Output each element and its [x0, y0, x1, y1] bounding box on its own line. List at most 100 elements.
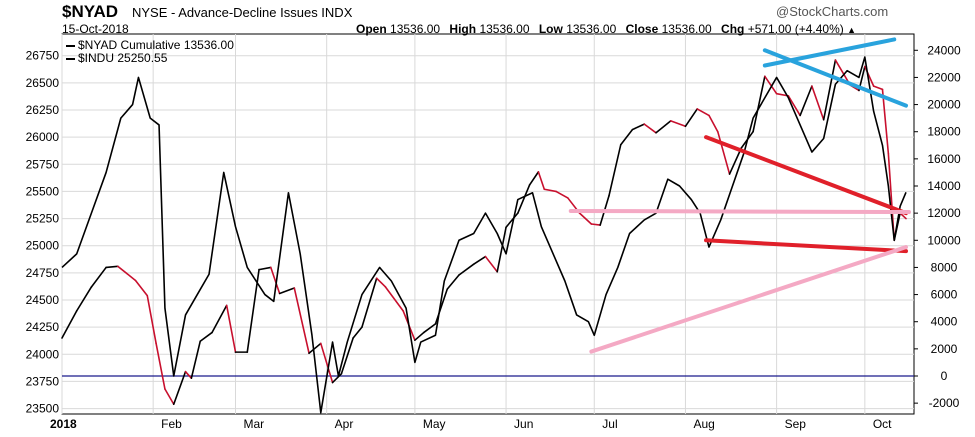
series-indu-segment — [293, 287, 310, 355]
series-indu-segment — [105, 265, 119, 269]
series-indu-segment — [684, 108, 699, 128]
series-indu-segment — [184, 370, 193, 379]
x-axis-tick-label: 2018 — [50, 417, 77, 431]
series-indu-segment — [631, 123, 646, 131]
left-axis-tick-label: 25500 — [26, 184, 60, 198]
left-axis-tick-label: 26250 — [26, 103, 60, 117]
series-indu-segment — [799, 85, 813, 117]
chg-up-arrow-icon: ▲ — [847, 25, 857, 35]
right-axis-tick-label: 18000 — [927, 125, 961, 139]
series-indu-segment — [752, 75, 766, 133]
ohlc-readout: Open 13536.00 High 13536.00 Low 13536.00… — [356, 22, 856, 36]
series-indu-segment — [434, 288, 449, 325]
series-indu-segment — [308, 342, 322, 355]
series-nyad-line — [61, 56, 907, 414]
open-value: 13536.00 — [390, 22, 441, 36]
legend-swatch-indu — [66, 57, 75, 60]
x-axis-tick-label: Oct — [873, 417, 892, 431]
x-axis-tick-label: Jun — [514, 417, 533, 431]
x-axis-tick-label: Feb — [161, 417, 182, 431]
x-axis-tick-label: May — [423, 417, 446, 431]
left-axis-tick-label: 26500 — [26, 76, 60, 90]
series-indu-segment — [340, 337, 354, 375]
series-indu-segment — [134, 279, 149, 297]
low-value: 13536.00 — [566, 22, 617, 36]
left-axis-tick-label: 24000 — [26, 347, 60, 361]
series-indu-segment — [117, 265, 137, 282]
series-indu-segment — [199, 331, 213, 343]
series-indu-segment — [669, 120, 687, 128]
brand-watermark: @StockCharts.com — [776, 4, 889, 19]
right-axis-tick-label: 8000 — [931, 260, 958, 274]
left-axis-tick-label: 26750 — [26, 49, 60, 63]
series-indu-segment — [446, 274, 460, 290]
left-axis-tick-label: 25000 — [26, 239, 60, 253]
x-axis-tick-label: Apr — [335, 417, 354, 431]
trendline-red — [704, 135, 908, 216]
series-indu-segment — [472, 255, 487, 265]
series-indu-segment — [375, 277, 387, 288]
series-indu-segment — [225, 304, 237, 353]
trendline-blue — [762, 48, 908, 108]
right-axis-tick-label: 22000 — [927, 70, 961, 84]
legend-label-nyad: $NYAD Cumulative 13536.00 — [78, 38, 234, 52]
series-indu-segment — [696, 108, 710, 117]
series-indu-segment — [61, 310, 78, 339]
series-indu-segment — [155, 342, 166, 390]
series-indu-segment — [384, 286, 404, 312]
right-axis-tick-label: 10000 — [927, 233, 961, 247]
series-indu-segment — [619, 128, 634, 146]
right-axis-tick-label: 14000 — [927, 179, 961, 193]
series-indu-segment — [190, 340, 202, 379]
series-indu-segment — [528, 171, 540, 186]
left-axis-tick-label: 23500 — [26, 402, 60, 416]
right-axis-tick-label: 2000 — [931, 342, 958, 356]
open-label: Open — [356, 22, 387, 36]
series-indu-segment — [608, 143, 622, 197]
series-indu-segment — [537, 171, 546, 191]
right-axis-tick-label: 4000 — [931, 315, 958, 329]
chart-exchange-title: NYSE - Advance-Decline Issues INDX — [132, 5, 353, 20]
right-axis-tick-label: 12000 — [927, 206, 961, 220]
legend-entry-nyad: $NYAD Cumulative 13536.00 — [66, 38, 234, 52]
x-axis-tick-label: Sep — [785, 417, 807, 431]
series-indu-segment — [361, 277, 378, 328]
series-indu-segment — [881, 88, 890, 155]
right-axis-tick-label: 16000 — [927, 152, 961, 166]
series-indu-segment — [578, 212, 593, 225]
series-indu-segment — [590, 223, 601, 226]
left-axis-tick-label: 25750 — [26, 157, 60, 171]
series-indu-segment — [331, 373, 343, 384]
chg-value: +571.00 (+4.40%) — [747, 22, 844, 36]
series-indu-segment — [708, 114, 719, 133]
series-indu-segment — [211, 304, 228, 334]
series-indu-segment — [278, 287, 296, 295]
x-axis-tick-label: Jul — [602, 417, 617, 431]
series-indu-segment — [422, 323, 437, 334]
series-indu-segment — [655, 120, 672, 134]
series-indu-segment — [352, 326, 363, 339]
legend-entry-indu: $INDU 25250.55 — [66, 51, 167, 65]
series-indu-segment — [764, 75, 778, 95]
series-indu-segment — [728, 147, 743, 175]
right-axis-tick-label: -2000 — [929, 396, 960, 410]
series-indu-segment — [164, 388, 175, 406]
chg-label: Chg — [721, 22, 745, 36]
series-indu-segment — [899, 212, 907, 220]
series-indu-segment — [319, 342, 334, 384]
right-axis-tick-label: 0 — [941, 369, 948, 383]
series-indu-segment — [872, 85, 884, 91]
x-axis-tick-label: Aug — [693, 417, 714, 431]
low-label: Low — [538, 22, 563, 36]
series-indu-segment — [543, 188, 557, 193]
left-axis-tick-label: 23750 — [26, 374, 60, 388]
legend-swatch-nyad — [66, 44, 75, 47]
series-indu-segment — [811, 85, 825, 121]
chart-date: 15-Oct-2018 — [62, 22, 129, 36]
trendline-pink — [589, 245, 908, 354]
close-value: 13536.00 — [661, 22, 712, 36]
high-label: High — [449, 22, 477, 36]
left-axis-tick-label: 26000 — [26, 130, 60, 144]
right-axis-tick-label: 24000 — [927, 43, 961, 57]
series-indu-segment — [496, 226, 507, 273]
